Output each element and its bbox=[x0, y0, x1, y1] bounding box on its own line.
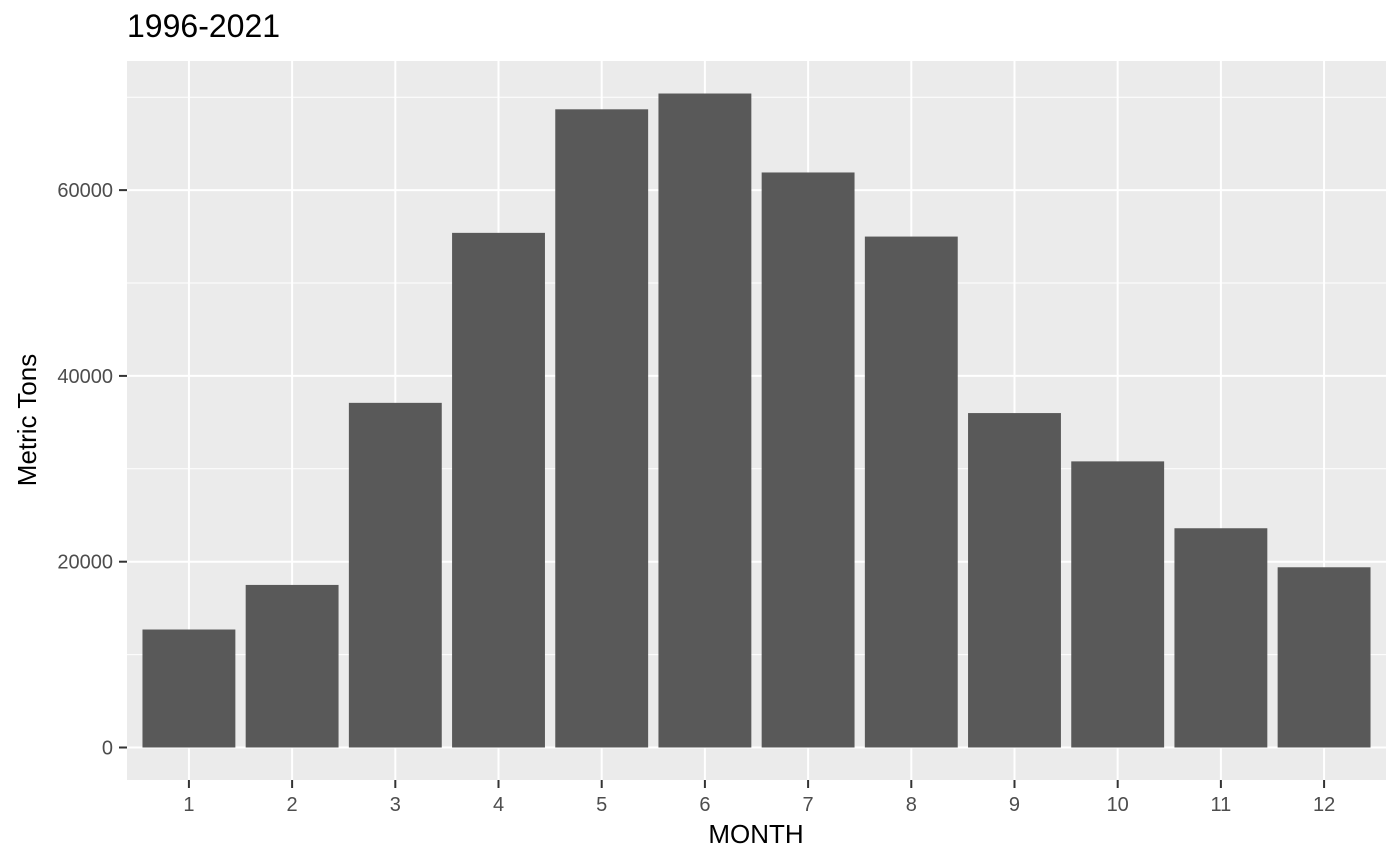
x-tick-label: 1 bbox=[183, 794, 194, 816]
x-tick-label: 3 bbox=[390, 794, 401, 816]
y-tick-label: 40000 bbox=[57, 366, 113, 388]
bar-month-4 bbox=[452, 232, 545, 748]
bar-month-1 bbox=[142, 629, 236, 748]
bar-month-5 bbox=[555, 109, 649, 748]
bars bbox=[142, 93, 1371, 748]
x-axis: 1 2 3 4 5 6 7 8 9 10 11 12 bbox=[183, 780, 1335, 816]
x-tick-label: 2 bbox=[287, 794, 298, 816]
bar-month-6 bbox=[658, 93, 752, 748]
x-tick-label: 4 bbox=[493, 794, 504, 816]
x-tick-label: 10 bbox=[1107, 794, 1129, 816]
x-axis-label: MONTH bbox=[708, 819, 803, 849]
x-tick-label: 12 bbox=[1313, 794, 1335, 816]
x-tick-label: 7 bbox=[803, 794, 814, 816]
bar-month-9 bbox=[968, 413, 1061, 748]
bar-month-8 bbox=[864, 236, 958, 748]
y-axis: 0 20000 40000 60000 bbox=[57, 180, 127, 759]
x-tick-label: 9 bbox=[1009, 794, 1020, 816]
y-tick-label: 0 bbox=[102, 737, 113, 759]
bar-month-7 bbox=[761, 172, 855, 748]
bar-month-2 bbox=[245, 584, 339, 748]
x-tick-label: 8 bbox=[906, 794, 917, 816]
bar-month-3 bbox=[348, 402, 442, 748]
chart-title: 1996-2021 bbox=[127, 8, 281, 44]
x-tick-label: 11 bbox=[1211, 794, 1232, 816]
bar-month-12 bbox=[1277, 567, 1371, 748]
y-axis-label: Metric Tons bbox=[12, 354, 42, 486]
x-tick-label: 6 bbox=[699, 794, 710, 816]
y-tick-label: 20000 bbox=[57, 552, 113, 574]
bar-month-10 bbox=[1071, 461, 1165, 748]
x-tick-label: 5 bbox=[596, 794, 607, 816]
bar-month-11 bbox=[1174, 528, 1268, 748]
y-tick-label: 60000 bbox=[57, 180, 113, 202]
